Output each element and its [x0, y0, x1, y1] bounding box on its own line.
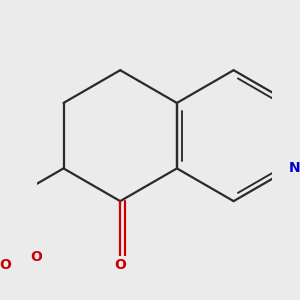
- Text: O: O: [0, 258, 11, 272]
- Text: O: O: [30, 250, 42, 264]
- Text: N: N: [289, 161, 300, 176]
- Text: O: O: [114, 258, 126, 272]
